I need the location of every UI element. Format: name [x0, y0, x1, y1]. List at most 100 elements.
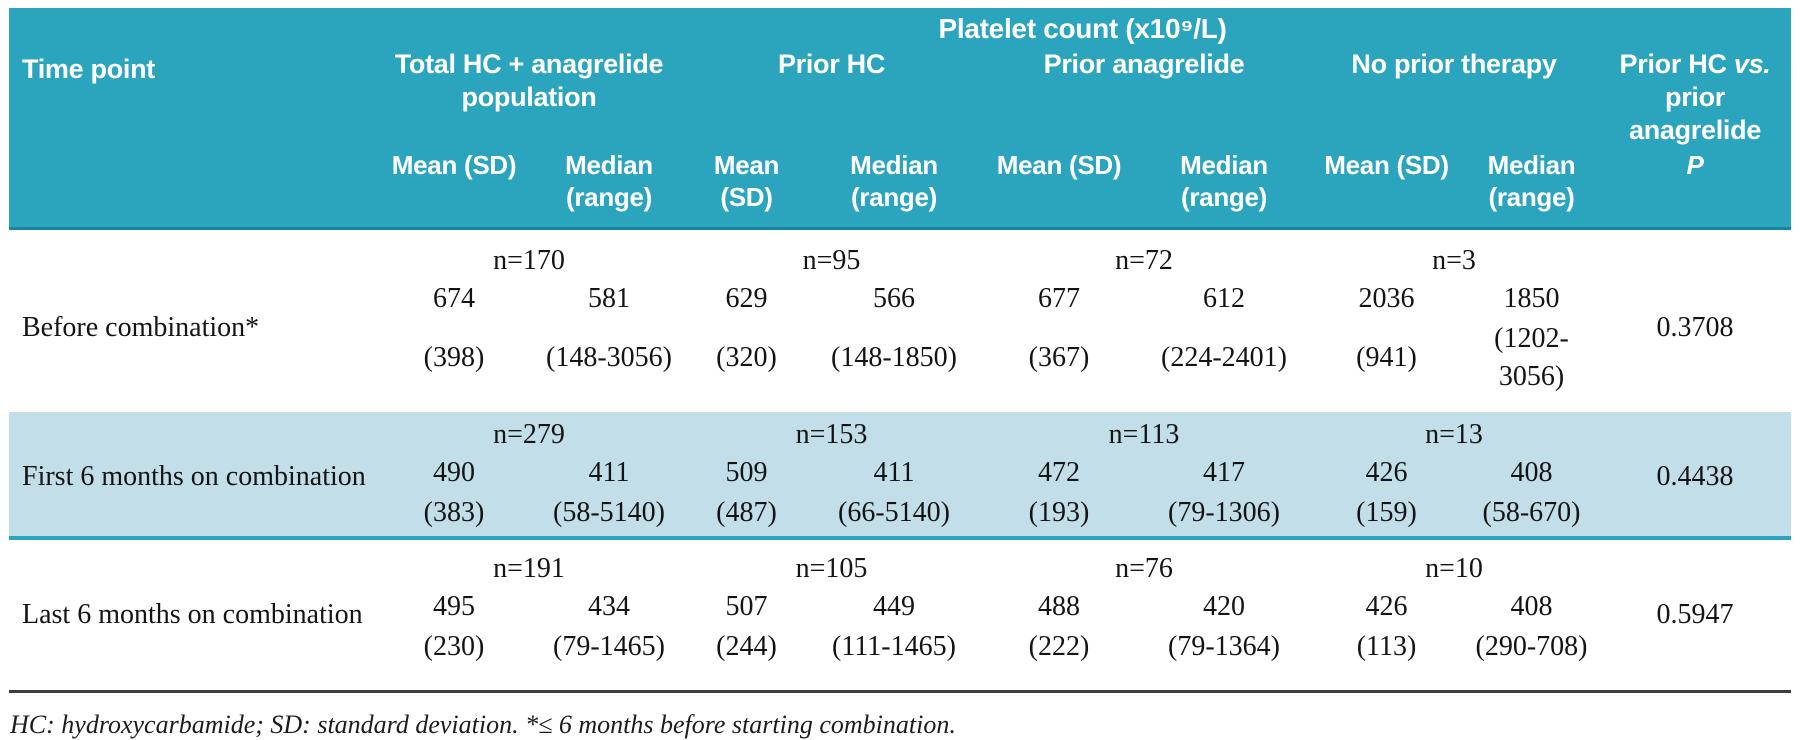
row-label: Before combination*: [22, 311, 260, 343]
sd-cell: (193): [979, 493, 1139, 540]
mean-value-cell: 426: [1365, 591, 1408, 622]
median-value-cell: 420: [1203, 591, 1245, 622]
median-value-cell: 434: [588, 591, 630, 622]
sd-cell: (320): [716, 342, 777, 373]
median-value-cell: 1850: [1503, 283, 1560, 314]
footnote-text: HC: hydroxycarbamide; SD: standard devia…: [10, 710, 956, 739]
n-count-row: Before combination* n=170 n=95 n=72 n=3 …: [9, 229, 1791, 343]
median-header-total: Median (range): [534, 148, 684, 230]
mean-value-cell: 488: [1038, 591, 1080, 622]
sd-cell: (487): [684, 493, 809, 540]
range-cell: (290-708): [1475, 631, 1588, 662]
group-header-no-prior: No prior therapy: [1309, 46, 1599, 148]
range-cell: (79-1306): [1139, 493, 1309, 540]
n-count-cell: n=76: [1115, 553, 1173, 584]
value-row: 495 434 507 449 488 420 426 408: [9, 587, 1791, 627]
group-header-total: Total HC + anagrelide population: [374, 46, 684, 148]
row-last-6-months: Last 6 months on combination n=191 n=105…: [9, 538, 1791, 678]
range-cell: (111-1465): [832, 631, 956, 662]
n-count-cell: n=3: [1432, 245, 1476, 276]
range-word: (range): [1180, 182, 1268, 212]
median-word: Median: [1180, 150, 1268, 180]
row-first-6-months: First 6 months on combination n=279 n=15…: [9, 412, 1792, 540]
sd-cell: (113): [1356, 631, 1417, 662]
median-value-cell: 581: [588, 283, 630, 314]
group-header-p-comparison: Prior HC vs. prior anagrelide: [1599, 46, 1792, 148]
range-row: (398) (148-3056) (320) (148-1850) (367) …: [9, 319, 1791, 412]
value-row: 490 411 509 411 472 417 426 408: [9, 453, 1791, 493]
range-row: (383) (58-5140) (487) (66-5140) (193) (7…: [9, 493, 1791, 540]
median-header-prior-hc: Median (range): [809, 148, 979, 230]
range-cell: (148-1850): [831, 342, 957, 373]
mean-header-prior-anagrelide: Mean (SD): [979, 148, 1139, 230]
p-comparison-pre: Prior HC: [1619, 49, 1727, 79]
median-value-cell: 411: [809, 453, 979, 493]
p-comparison-line2: prior anagrelide: [1628, 82, 1762, 145]
range-cell: (79-1364): [1168, 631, 1280, 662]
n-count-row: First 6 months on combination n=279 n=15…: [9, 412, 1792, 540]
header-title-row: Time point Platelet count (x10⁹/L): [9, 8, 1792, 230]
n-count-cell: n=153: [684, 412, 979, 453]
group-header-prior-hc: Prior HC: [684, 46, 979, 148]
table-container: Time point Platelet count (x10⁹/L) Total…: [9, 8, 1792, 678]
header-sub-row: Mean (SD) Median (range) Mean (SD) Median…: [9, 148, 1792, 230]
sd-cell: (398): [423, 342, 485, 373]
n-count-cell: n=13: [1309, 412, 1599, 453]
range-cell: (58-5140): [534, 493, 684, 540]
vs-label: vs.: [1733, 49, 1771, 79]
n-count-cell: n=191: [493, 553, 565, 584]
platelet-count-table: Time point Platelet count (x10⁹/L) Total…: [9, 8, 1792, 678]
p-value-cell: 0.5947: [1656, 598, 1734, 630]
sd-cell: (230): [423, 631, 485, 662]
n-count-row: Last 6 months on combination n=191 n=105…: [9, 538, 1791, 630]
row-before-combination: Before combination* n=170 n=95 n=72 n=3 …: [9, 229, 1791, 413]
p-value-cell: 0.3708: [1656, 311, 1734, 343]
mean-value-cell: 677: [1038, 283, 1080, 314]
mean-header-no-prior: Mean (SD): [1309, 148, 1464, 230]
mean-header-total: Mean (SD): [374, 148, 534, 230]
median-value-cell: 612: [1203, 283, 1245, 314]
mean-value-cell: 490: [374, 453, 534, 493]
sd-cell: (244): [716, 631, 777, 662]
range-word: (range): [1488, 182, 1575, 212]
sd-cell: (367): [1028, 342, 1090, 373]
n-count-cell: n=170: [493, 245, 565, 276]
mean-value-cell: 507: [725, 591, 768, 622]
median-word: Median: [565, 150, 653, 180]
row-label: First 6 months on combination: [9, 412, 374, 540]
sd-cell: (383): [374, 493, 534, 540]
p-comparison-line1: Prior HC vs.: [1620, 49, 1771, 79]
row-label: Last 6 months on combination: [22, 598, 363, 630]
mean-value-cell: 674: [433, 283, 475, 314]
range-word: (range): [565, 182, 653, 212]
mean-value-cell: 2036: [1358, 283, 1415, 314]
n-count-cell: n=72: [1115, 245, 1173, 276]
sd-cell: (222): [1028, 631, 1090, 662]
median-value-cell: 408: [1510, 591, 1553, 622]
mean-value-cell: 509: [684, 453, 809, 493]
mean-value-cell: 629: [725, 283, 768, 314]
median-value-cell: 417: [1139, 453, 1309, 493]
p-value-cell: 0.4438: [1599, 412, 1792, 540]
range-cell: (66-5140): [809, 493, 979, 540]
n-count-cell: n=95: [802, 245, 861, 276]
sd-cell: (941): [1356, 342, 1417, 373]
mean-header-prior-hc: Mean (SD): [684, 148, 809, 230]
n-count-cell: n=279: [374, 412, 684, 453]
median-value-cell: 449: [873, 591, 915, 622]
n-count-cell: n=113: [979, 412, 1309, 453]
value-row: 674 581 629 566 677 612 2036 1850: [9, 279, 1791, 319]
sd-cell: (159): [1309, 493, 1464, 540]
n-count-cell: n=105: [795, 553, 868, 584]
range-cell: (58-670): [1464, 493, 1599, 540]
mean-value-cell: 472: [979, 453, 1139, 493]
footnote-divider-rule: [9, 690, 1791, 693]
header-group-row: Total HC + anagrelide population Prior H…: [9, 46, 1792, 148]
n-count-cell: n=10: [1425, 553, 1483, 584]
median-value-cell: 408: [1464, 453, 1599, 493]
range-cell: (79-1465): [553, 631, 665, 662]
median-value-cell: 566: [873, 283, 915, 314]
table-header: Time point Platelet count (x10⁹/L) Total…: [9, 8, 1792, 230]
median-value-cell: 411: [534, 453, 684, 493]
range-word: (range): [850, 182, 938, 212]
